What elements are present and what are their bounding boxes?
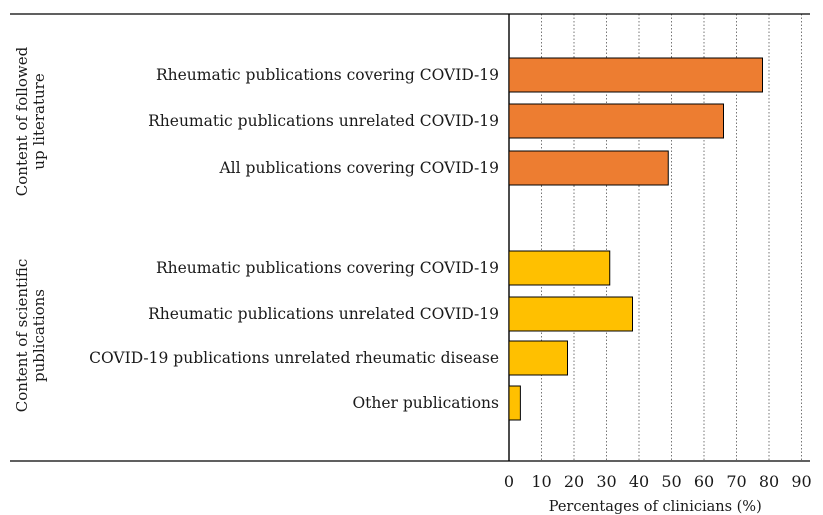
x-tick-label: 40 — [629, 472, 649, 491]
category-label: Rheumatic publications covering COVID-19 — [156, 66, 499, 84]
x-tick-label: 50 — [661, 472, 681, 491]
group-label: Content of scientificpublications — [13, 259, 48, 413]
bars — [508, 57, 763, 421]
bar — [508, 340, 568, 376]
category-label: All publications covering COVID-19 — [218, 159, 499, 177]
category-labels: Rheumatic publications covering COVID-19… — [89, 66, 499, 412]
bar — [508, 150, 669, 186]
category-label: Rheumatic publications unrelated COVID-1… — [148, 305, 499, 323]
group-label: Content of followedup literature — [13, 46, 48, 196]
x-tick-label: 60 — [694, 472, 714, 491]
bar — [508, 385, 521, 421]
category-label: Other publications — [352, 394, 499, 412]
x-tick-label: 10 — [531, 472, 551, 491]
x-tick-label: 90 — [791, 472, 811, 491]
bar — [508, 296, 633, 332]
bar — [508, 103, 724, 139]
x-tick-label: 70 — [726, 472, 746, 491]
x-tick-label: 80 — [759, 472, 779, 491]
category-label: COVID-19 publications unrelated rheumati… — [89, 349, 499, 367]
category-label: Rheumatic publications covering COVID-19 — [156, 259, 499, 277]
x-tick-labels: 0 10 20 30 40 50 60 70 80 90 — [504, 472, 812, 491]
bar — [508, 57, 763, 93]
category-label: Rheumatic publications unrelated COVID-1… — [148, 112, 499, 130]
x-tick-label: 0 — [504, 472, 514, 491]
x-tick-label: 20 — [564, 472, 584, 491]
x-axis-title: Percentages of clinicians (%) — [549, 499, 762, 515]
bar — [508, 250, 611, 286]
x-tick-label: 30 — [596, 472, 616, 491]
group-labels: Content of followedup literature Content … — [13, 46, 48, 412]
